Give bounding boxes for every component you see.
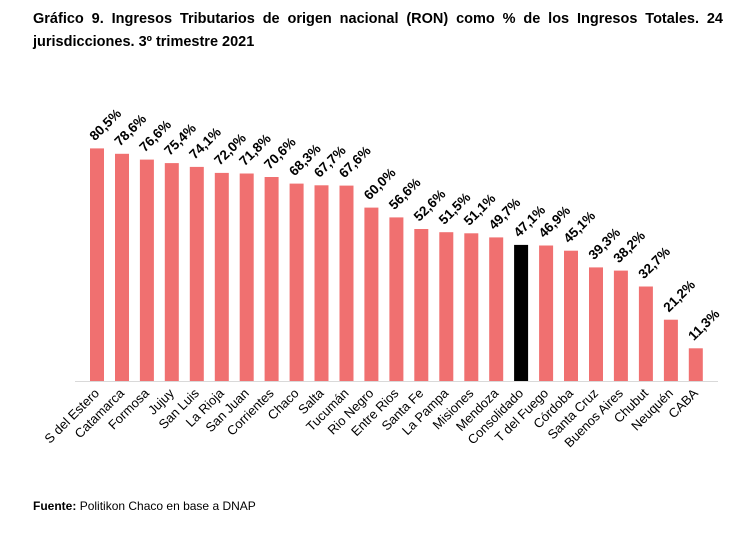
bar-s-del-estero [90,148,104,381]
bar-tucumán [339,185,354,381]
bar-santa-fe [414,229,429,381]
bar-entre-rios [389,217,404,381]
bar-córdoba [564,250,578,381]
bar-consolidado [514,244,529,381]
bar-t-del-fuego [539,245,554,381]
bar-formosa [139,159,154,381]
value-label: 32,7% [635,244,673,282]
bars-layer [90,148,703,381]
source-note: Fuente: Politikon Chaco en base a DNAP [33,499,256,513]
bar-san-juan [239,173,254,381]
value-label: 11,3% [685,306,722,343]
bar-corrientes [264,177,279,381]
bar-neuquén [663,319,678,381]
bar-catamarca [115,153,129,381]
bar-chubut [638,286,653,381]
bar-misiones [464,233,479,381]
bar-santa-cruz [589,267,603,381]
source-label: Fuente: [33,499,77,513]
value-label: 21,2% [660,277,698,315]
bar-salta [314,185,329,381]
bar-buenos-aires [613,270,628,381]
bar-mendoza [489,237,504,381]
bar-jujuy [164,163,179,381]
bar-caba [688,348,703,381]
source-text: Politikon Chaco en base a DNAP [79,499,256,513]
bar-la-pampa [439,232,454,381]
bar-chaco [289,183,304,381]
category-label: CABA [665,385,701,421]
chart-title: Gráfico 9. Ingresos Tributarios de orige… [33,11,723,50]
bar-rio-negro [364,207,379,381]
bar-la-rioja [214,172,229,381]
bar-san-luis [189,166,204,381]
